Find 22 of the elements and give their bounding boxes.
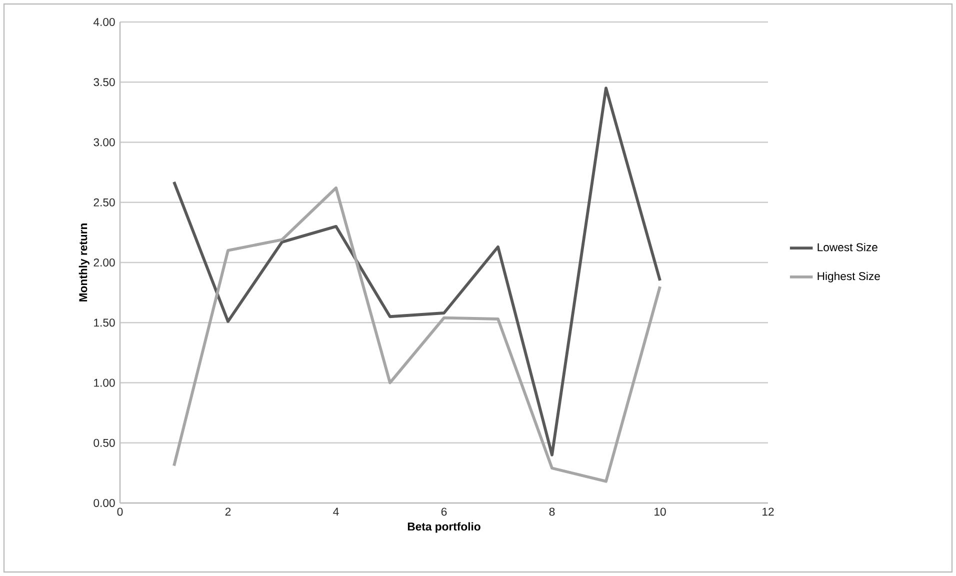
y-tick-label: 3.50	[94, 78, 115, 86]
y-tick-label: 0.00	[94, 498, 115, 508]
x-tick-label: 6	[441, 508, 447, 516]
x-tick-label: 2	[225, 508, 231, 516]
y-tick-label: 1.50	[94, 318, 115, 327]
y-tick-label: 4.00	[93, 18, 115, 26]
x-tick-label: 4	[333, 508, 339, 516]
legend-label: Lowest Size	[818, 242, 878, 252]
y-tick-label: 2.00	[94, 258, 115, 267]
x-tick-label: 0	[117, 508, 123, 516]
y-axis-title: Monthly return	[78, 224, 90, 302]
x-tick-label: 10	[654, 508, 666, 516]
x-tick-label: 8	[549, 508, 555, 516]
y-tick-label: 1.00	[94, 378, 115, 387]
y-tick-label: 2.50	[94, 198, 115, 206]
line-series	[172, 86, 662, 456]
y-tick-label: 0.50	[94, 438, 115, 447]
legend-label: Highest Size	[818, 272, 880, 282]
y-tick-label: 3.00	[94, 138, 115, 146]
x-axis-title: Beta portfolio	[408, 522, 480, 533]
line-series	[172, 186, 662, 483]
x-tick-label: 12	[762, 508, 774, 516]
